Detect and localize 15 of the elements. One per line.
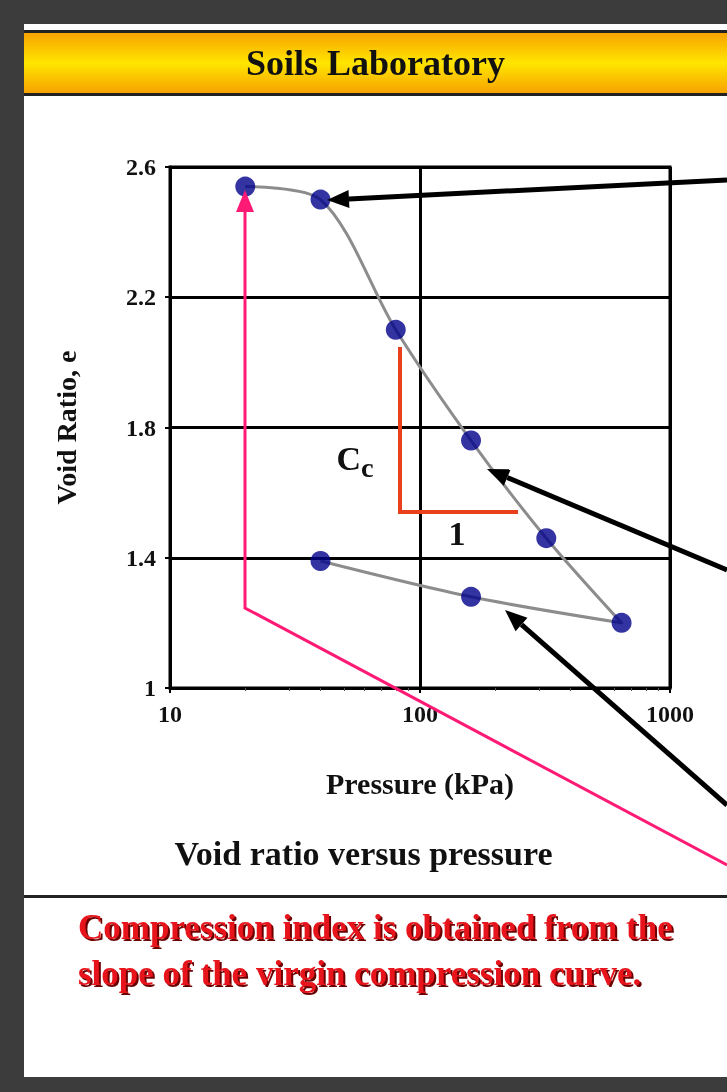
y-tick-label: 1.4 [126, 544, 156, 571]
text: Compression index is obtained from the slope of the virgin compression curve. [78, 907, 674, 995]
y-tick-label: 1 [144, 675, 156, 701]
y-tick-label: 2.6 [126, 154, 156, 180]
annotation: C$_{c}$ [336, 439, 374, 485]
text: Void ratio versus pressure [173, 835, 554, 873]
y-axis-title: Void Ratio, e [50, 350, 82, 505]
chart-title: Soils Laboratory [24, 30, 727, 96]
y-tick-label: 1.8 [126, 414, 156, 441]
x-tick-label: 10 [158, 701, 182, 727]
x-axis-title: Pressure (kPa) [325, 766, 515, 801]
annotation: 1 [448, 515, 466, 553]
x-tick-label: 100 [402, 701, 438, 727]
y-tick-label: 2.2 [126, 284, 156, 311]
x-tick-label: 1000 [646, 701, 694, 727]
